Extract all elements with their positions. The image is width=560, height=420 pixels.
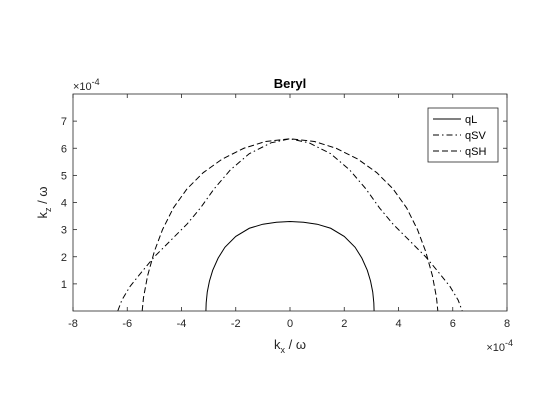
legend-label-qSH: qSH xyxy=(465,146,486,158)
x-exponent-base: ×10 xyxy=(486,342,505,354)
y-axis-label-rest: / ω xyxy=(35,187,50,208)
x-axis-label-main: k xyxy=(274,337,281,352)
x-axis-label-rest: / ω xyxy=(285,337,306,352)
legend-box xyxy=(427,107,499,163)
x-tick-label: -4 xyxy=(177,318,187,330)
x-axis-label-sub: x xyxy=(281,345,286,355)
legend: qL qSV qSH xyxy=(427,107,499,163)
y-tick-label: 3 xyxy=(61,225,67,237)
y-tick-label: 6 xyxy=(61,143,67,155)
y-exponent-label: ×10-4 xyxy=(73,77,100,93)
x-tick-label: 2 xyxy=(341,318,347,330)
y-tick-label: 5 xyxy=(61,170,67,182)
y-axis-label: kz / ω xyxy=(35,187,53,219)
series-layer xyxy=(117,138,463,312)
ticks-layer: -8 -6 -4 -2 0 2 4 6 8 1 2 3 4 5 6 7 xyxy=(61,94,510,330)
x-tick-label: -6 xyxy=(122,318,132,330)
y-tick-label: 4 xyxy=(61,198,67,210)
y-exponent-power: -4 xyxy=(92,77,100,87)
x-tick-label: -8 xyxy=(68,318,78,330)
y-tick-label: 7 xyxy=(61,116,67,128)
y-axis-label-main: k xyxy=(35,212,50,219)
y-axis-label-sub: z xyxy=(43,207,53,212)
y-axis-label-group: kz / ω xyxy=(35,187,53,219)
x-tick-label: 4 xyxy=(395,318,401,330)
x-tick-label: 6 xyxy=(450,318,456,330)
series-line-qSV xyxy=(117,138,463,312)
x-tick-label: 0 xyxy=(287,318,293,330)
x-axis-label: kx / ω xyxy=(274,337,306,355)
series-line-qL xyxy=(205,220,375,312)
y-tick-label: 2 xyxy=(61,252,67,264)
y-exponent-base: ×10 xyxy=(73,81,92,93)
x-exponent-power: -4 xyxy=(505,338,513,348)
series-line-qSH xyxy=(141,138,439,312)
legend-label-qSV: qSV xyxy=(465,130,486,142)
x-tick-label: 8 xyxy=(504,318,510,330)
x-tick-label: -2 xyxy=(231,318,241,330)
legend-label-qL: qL xyxy=(465,114,477,126)
chart-title: Beryl xyxy=(274,76,307,91)
y-tick-label: 1 xyxy=(61,279,67,291)
x-exponent-label: ×10-4 xyxy=(486,338,513,354)
